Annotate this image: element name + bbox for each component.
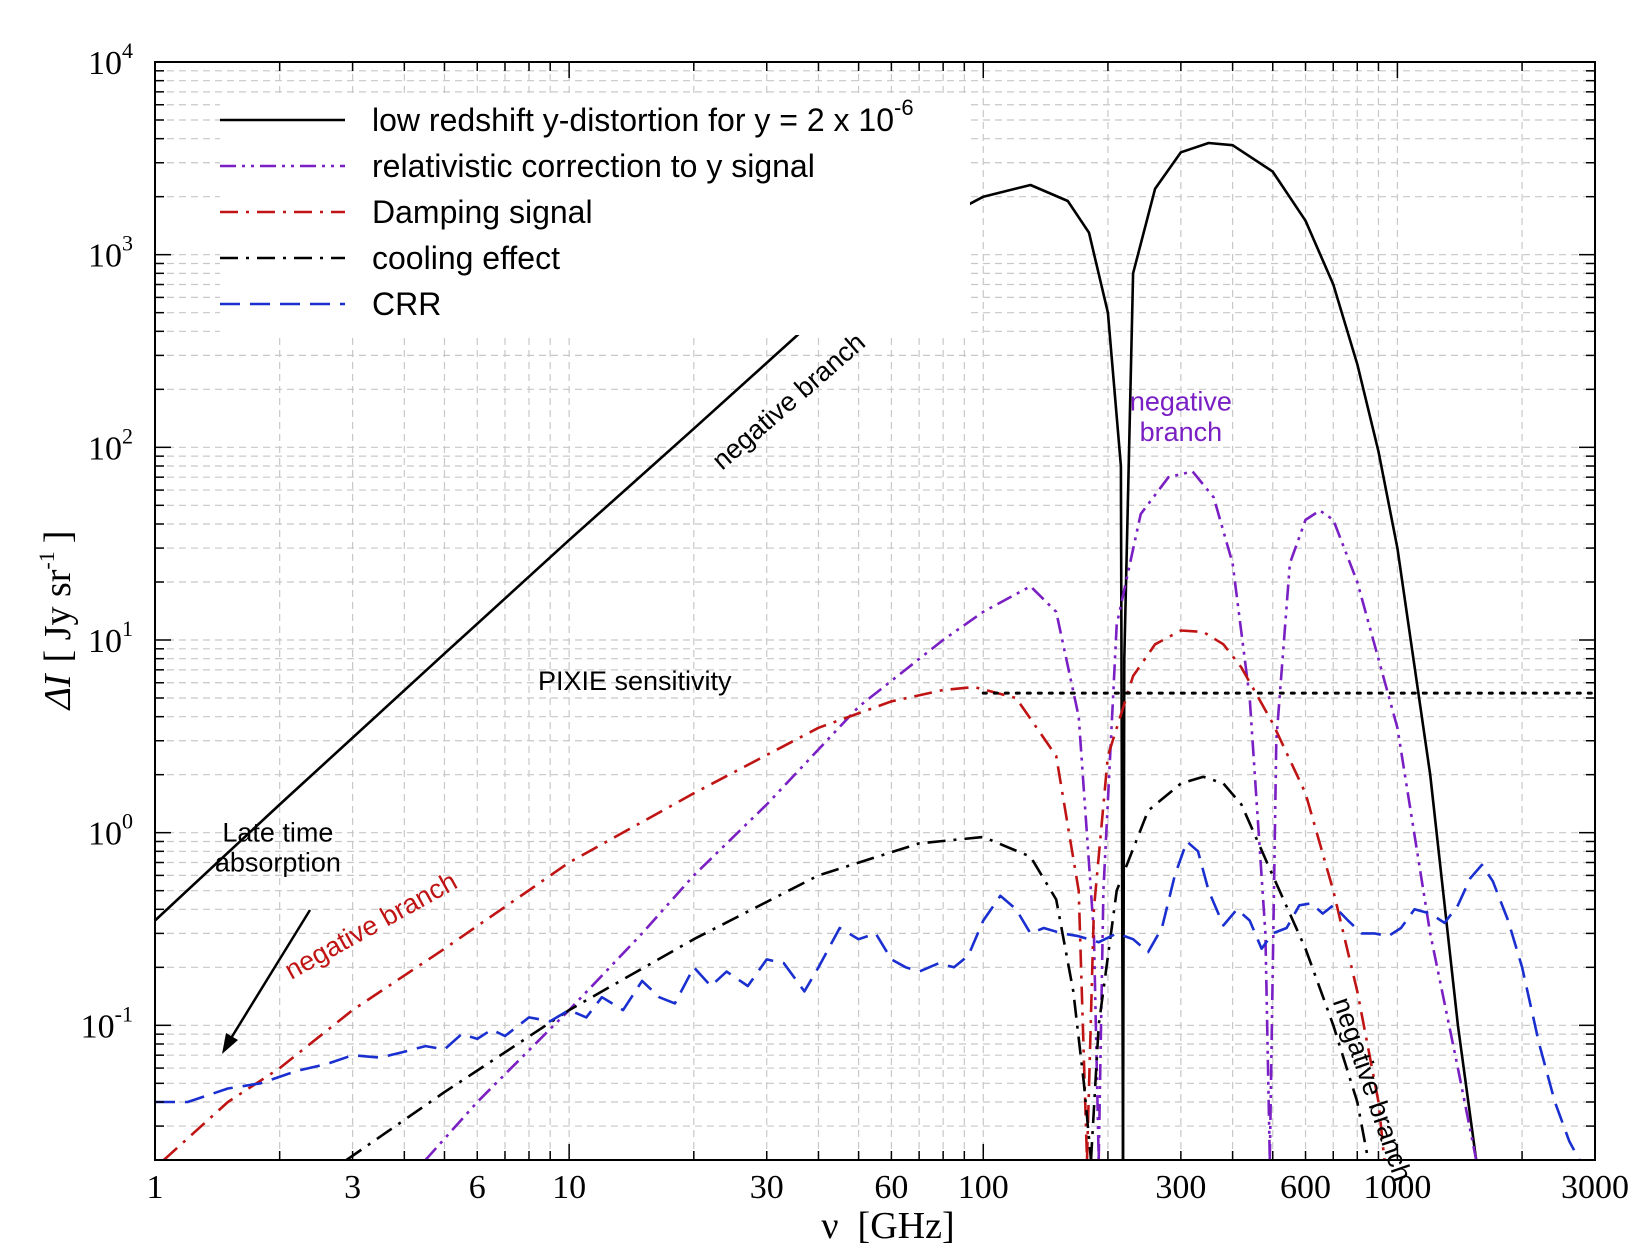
annotation: negative (1130, 387, 1232, 417)
y-tick-base: 10 (88, 816, 122, 853)
late-time-arrow (222, 909, 312, 1054)
y-tick-base: 10 (88, 45, 122, 82)
annotation: branch (1140, 417, 1223, 447)
series-line (1085, 629, 1386, 1160)
legend-background (220, 95, 970, 335)
series-line (1089, 775, 1370, 1160)
y-tick-base: 10 (88, 430, 122, 467)
plot-frame (154, 61, 1596, 1161)
legend-item: relativistic correction to y signal (220, 148, 815, 184)
y-axis-title-unit: [ Jy sr (37, 569, 79, 662)
x-tick-label: 100 (958, 1169, 1009, 1206)
series-line (155, 840, 1581, 1160)
x-tick-label: 60 (874, 1169, 908, 1206)
annotation: absorption (215, 847, 341, 877)
annotation: Late time (222, 817, 333, 847)
series-line (162, 685, 1089, 1160)
y-tick-label: 100 (88, 809, 133, 853)
legend-label: Damping signal (372, 194, 593, 230)
y-tick-exp: 1 (122, 616, 133, 641)
series-line (1097, 470, 1272, 1160)
series-line (1121, 141, 1478, 1160)
legend-label: low redshift y-distortion for y = 2 x 10… (372, 95, 914, 138)
legend-label: cooling effect (372, 240, 560, 276)
legend-label-text: cooling effect (372, 240, 560, 276)
legend-item: low redshift y-distortion for y = 2 x 10… (220, 95, 914, 138)
x-tick-label: 10 (552, 1169, 586, 1206)
y-tick-exp: 2 (122, 423, 133, 448)
annotation: PIXIE sensitivity (538, 666, 732, 696)
legend-label-exp: -6 (894, 95, 914, 120)
legend-item: Damping signal (220, 194, 593, 230)
series-line (345, 835, 1093, 1160)
y-axis-title-symbol: ΔI (37, 672, 79, 711)
y-tick-base: 10 (88, 238, 122, 275)
x-tick-label: 1000 (1363, 1169, 1431, 1206)
legend: low redshift y-distortion for y = 2 x 10… (220, 95, 970, 335)
y-axis-title-unit-exp: -1 (34, 551, 59, 569)
series-1 (424, 470, 1478, 1160)
y-tick-label: 104 (88, 38, 133, 82)
legend-item: CRR (220, 286, 441, 322)
y-tick-exp: 3 (122, 231, 133, 256)
x-tick-label: 600 (1280, 1169, 1331, 1206)
arrow-head (222, 1033, 238, 1054)
series-2 (162, 629, 1386, 1160)
x-tick-label: 1 (147, 1169, 164, 1206)
y-axis-title: ΔI [ Jy sr-1] (34, 531, 79, 712)
ticks: 1 3 6 10 30 60 100 300 600 1000 300010-11001011021… (81, 38, 1629, 1206)
series-4 (155, 840, 1581, 1160)
plot-border (154, 61, 1596, 1161)
legend-label: relativistic correction to y signal (372, 148, 815, 184)
y-tick-label: 10-1 (81, 1001, 133, 1045)
legend-label: CRR (372, 286, 441, 322)
series-layer (155, 141, 1595, 1160)
arrow-shaft (223, 909, 312, 1049)
y-tick-label: 101 (88, 616, 133, 660)
y-tick-exp: -1 (115, 1001, 133, 1026)
y-tick-label: 103 (88, 231, 133, 275)
y-tick-exp: 4 (122, 38, 133, 63)
y-axis-title-unit-close: ] (37, 531, 79, 544)
x-axis-title: ν [GHz] (821, 1205, 954, 1247)
y-tick-base: 10 (88, 623, 122, 660)
series-3 (345, 775, 1370, 1160)
x-tick-label: 300 (1155, 1169, 1206, 1206)
series-line (424, 584, 1100, 1160)
y-tick-label: 102 (88, 423, 133, 467)
x-tick-label: 30 (750, 1169, 784, 1206)
legend-label-text: relativistic correction to y signal (372, 148, 815, 184)
legend-label-text: CRR (372, 286, 441, 322)
y-tick-base: 10 (81, 1008, 115, 1045)
x-tick-label: 3000 (1561, 1169, 1629, 1206)
y-tick-exp: 0 (122, 809, 133, 834)
legend-item: cooling effect (220, 240, 560, 276)
legend-label-text: Damping signal (372, 194, 593, 230)
legend-label-text: low redshift y-distortion for y = 2 x 10 (372, 102, 894, 138)
x-tick-label: 6 (469, 1169, 486, 1206)
x-tick-label: 3 (344, 1169, 361, 1206)
